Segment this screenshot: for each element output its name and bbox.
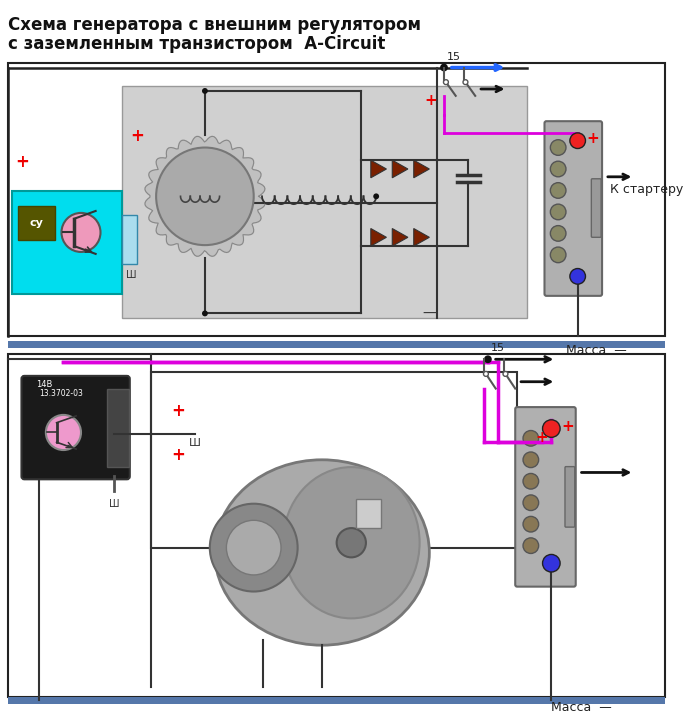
Circle shape bbox=[570, 268, 585, 284]
Circle shape bbox=[156, 147, 254, 245]
Circle shape bbox=[373, 193, 379, 199]
Text: К стартеру: К стартеру bbox=[610, 183, 683, 196]
Bar bbox=[12, 191, 122, 294]
Text: су: су bbox=[29, 218, 43, 228]
Circle shape bbox=[337, 528, 366, 557]
Polygon shape bbox=[393, 160, 408, 178]
Text: +: + bbox=[129, 127, 143, 145]
Circle shape bbox=[523, 516, 539, 532]
Circle shape bbox=[484, 355, 492, 363]
Bar bbox=[122, 215, 136, 264]
Circle shape bbox=[551, 183, 566, 198]
Circle shape bbox=[209, 504, 298, 592]
Text: +: + bbox=[424, 93, 436, 108]
FancyBboxPatch shape bbox=[22, 376, 129, 480]
Bar bbox=[8, 63, 665, 336]
Polygon shape bbox=[145, 137, 265, 257]
Circle shape bbox=[202, 311, 208, 316]
Text: Масса  —: Масса — bbox=[566, 344, 626, 357]
Bar bbox=[8, 354, 665, 697]
Bar bbox=[8, 341, 665, 347]
Text: +: + bbox=[171, 446, 184, 464]
Polygon shape bbox=[393, 229, 408, 246]
Bar bbox=[107, 388, 129, 467]
Text: Ш: Ш bbox=[109, 499, 120, 509]
Circle shape bbox=[202, 88, 208, 94]
Bar bbox=[151, 372, 517, 548]
Text: 14B: 14B bbox=[35, 380, 52, 388]
Text: с заземленным транзистором  A-Circuit: с заземленным транзистором A-Circuit bbox=[8, 35, 385, 53]
Text: +: + bbox=[535, 430, 548, 445]
Circle shape bbox=[523, 473, 539, 489]
Text: Схема генератора с внешним регулятором: Схема генератора с внешним регулятором bbox=[8, 16, 421, 34]
Bar bbox=[8, 697, 665, 704]
Circle shape bbox=[551, 139, 566, 155]
Text: 13.3702-03: 13.3702-03 bbox=[39, 390, 83, 398]
Text: +: + bbox=[171, 402, 184, 420]
Circle shape bbox=[543, 554, 560, 572]
Polygon shape bbox=[413, 160, 429, 178]
Text: +: + bbox=[562, 419, 574, 434]
Polygon shape bbox=[413, 229, 429, 246]
Circle shape bbox=[226, 521, 281, 575]
FancyBboxPatch shape bbox=[592, 179, 601, 237]
Bar bbox=[356, 499, 381, 528]
Ellipse shape bbox=[283, 467, 420, 618]
Circle shape bbox=[551, 161, 566, 177]
Text: Ш: Ш bbox=[125, 270, 136, 280]
Circle shape bbox=[523, 538, 539, 554]
Text: 15: 15 bbox=[447, 52, 461, 62]
FancyBboxPatch shape bbox=[544, 122, 602, 296]
Circle shape bbox=[523, 452, 539, 467]
Circle shape bbox=[551, 247, 566, 262]
Circle shape bbox=[463, 80, 468, 85]
Circle shape bbox=[46, 415, 81, 450]
Bar bbox=[17, 206, 55, 240]
FancyBboxPatch shape bbox=[565, 467, 575, 527]
FancyBboxPatch shape bbox=[515, 407, 576, 587]
Text: +: + bbox=[15, 153, 29, 171]
Bar bbox=[122, 86, 527, 319]
Text: +: + bbox=[586, 132, 599, 146]
Circle shape bbox=[523, 495, 539, 510]
Circle shape bbox=[503, 372, 508, 376]
Text: 15: 15 bbox=[491, 344, 505, 354]
Circle shape bbox=[484, 372, 489, 376]
Circle shape bbox=[443, 80, 448, 85]
Text: Ш: Ш bbox=[189, 438, 201, 448]
Circle shape bbox=[543, 420, 560, 437]
Polygon shape bbox=[371, 229, 386, 246]
Ellipse shape bbox=[214, 459, 429, 645]
Circle shape bbox=[570, 133, 585, 149]
Circle shape bbox=[551, 226, 566, 241]
Circle shape bbox=[440, 63, 448, 71]
Circle shape bbox=[61, 213, 100, 252]
Polygon shape bbox=[371, 160, 386, 178]
Circle shape bbox=[523, 431, 539, 446]
Text: Масса  —: Масса — bbox=[551, 700, 612, 713]
Circle shape bbox=[551, 204, 566, 220]
Text: —: — bbox=[422, 307, 436, 321]
